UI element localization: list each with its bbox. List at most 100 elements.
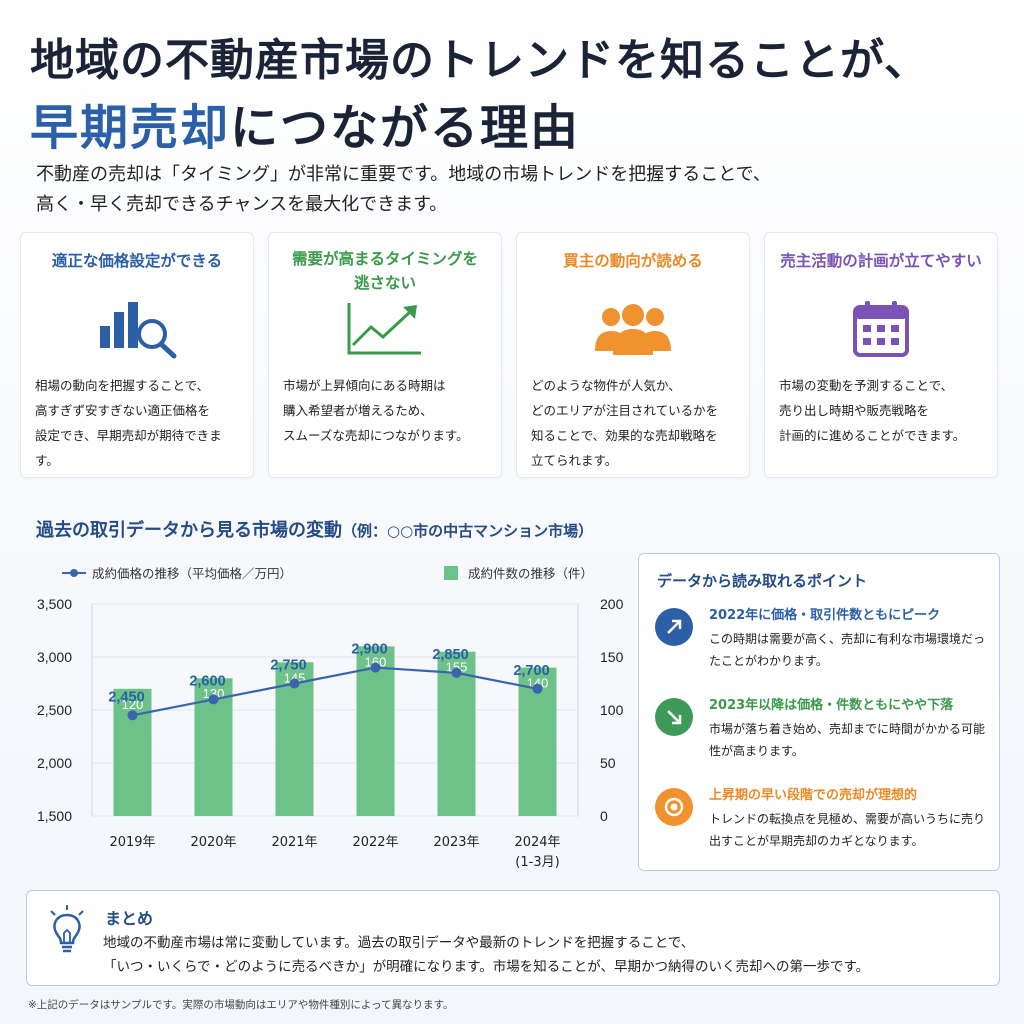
summary-line: 地域の不動産市場は常に変動しています。過去の取引データや最新のトレンドを把握する… xyxy=(103,935,695,951)
points-panel: データから読み取れるポイント 2022年に価格・取引件数ともにピーク この時期は… xyxy=(638,553,1000,871)
people-group-icon xyxy=(517,297,749,361)
card-body-line: 市場が上昇傾向にある時期は xyxy=(283,378,446,393)
card-body-line: スムーズな売却につながります。 xyxy=(283,428,469,443)
x-tick-label: 2019年 xyxy=(109,835,155,850)
card-title: 適正な価格設定ができる xyxy=(51,252,223,270)
card-title: 売主活動の計画が立てやすい xyxy=(780,252,982,270)
points-title: データから読み取れるポイント xyxy=(657,572,868,590)
card-buyer-trends: 買主の動向が読める どのような物件が人気か、 どのエリアが注目されているかを 知… xyxy=(516,232,750,478)
line-value-label: 2,850 xyxy=(432,647,468,663)
bar-value-label: 160 xyxy=(365,654,387,669)
card-body-line: どのエリアが注目されているかを xyxy=(531,403,719,418)
card-title: 買主の動向が読める xyxy=(563,252,703,270)
lightbulb-icon xyxy=(47,905,87,959)
legend-line: 成約価格の推移（平均価格／万円） xyxy=(62,563,292,582)
lead-line-1: 不動産の売却は「タイミング」が非常に重要です。地域の市場トレンドを把握することで… xyxy=(36,164,771,185)
y-right-tick-label: 150 xyxy=(600,649,624,665)
line-value-label: 2,900 xyxy=(351,642,387,658)
legend-bar-label: 成約件数の推移（件） xyxy=(468,566,594,581)
price-line xyxy=(132,666,538,717)
point-head: 2022年に価格・取引件数ともにピーク xyxy=(709,608,941,623)
card-title: 需要が高まるタイミングを 逃さない xyxy=(269,247,501,295)
x-tick-label: 2023年 xyxy=(433,835,479,850)
legend-line-swatch xyxy=(62,568,86,577)
card-body: 市場が上昇傾向にある時期は 購入希望者が増えるため、 スムーズな売却につながりま… xyxy=(283,373,493,448)
bar xyxy=(356,646,395,816)
card-body: どのような物件が人気か、 どのエリアが注目されているかを 知ることで、効果的な売… xyxy=(531,373,741,473)
summary-body: 地域の不動産市場は常に変動しています。過去の取引データや最新のトレンドを把握する… xyxy=(103,931,869,979)
line-value-label: 2,750 xyxy=(270,658,306,674)
legend-bar-swatch xyxy=(444,565,458,580)
x-tick-label: 2021年 xyxy=(271,835,317,850)
y-left-tick-label: 2,000 xyxy=(37,755,72,771)
card-body-line: 知ることで、効果的な売却戦略を xyxy=(531,428,718,443)
card-planning: 売主活動の計画が立てやすい 市場の変動を予測することで、 売り出し時期や販売戦略… xyxy=(764,232,998,478)
card-body: 相場の動向を把握することで、 高すぎず安すぎない適正価格を 設定でき、早期売却が… xyxy=(35,373,245,473)
section-title: 過去の取引データから見る市場の変動（例：○○市の中古マンション市場） xyxy=(36,516,593,542)
footnote: ※上記のデータはサンプルです。実際の市場動向はエリアや物件種別によって異なります… xyxy=(28,999,454,1011)
line-point xyxy=(127,710,138,721)
point-body: トレンドの転換点を見極め、需要が高いうちに売り出すことが早期売却のカギとなります… xyxy=(709,812,986,848)
y-left-tick-label: 1,500 xyxy=(37,808,72,824)
point-body: 市場が落ち着き始め、売却までに時間がかかる可能性が高まります。 xyxy=(709,722,986,758)
arrow-up-right-icon xyxy=(655,608,693,646)
lead-line-2: 高く・早く売却できるチャンスを最大化できます。 xyxy=(36,194,448,215)
line-value-label: 2,600 xyxy=(189,673,225,689)
lead-text: 不動産の売却は「タイミング」が非常に重要です。地域の市場トレンドを把握することで… xyxy=(36,160,771,220)
x-tick-label: 2020年 xyxy=(190,835,236,850)
section-subtitle: （例：○○市の中古マンション市場） xyxy=(342,522,594,540)
bar-value-label: 155 xyxy=(446,660,468,675)
card-body-line: どのような物件が人気か、 xyxy=(531,378,681,393)
bar xyxy=(437,651,476,816)
point-head: 2023年以降は価格・件数ともにやや下落 xyxy=(709,698,954,713)
y-right-tick-label: 100 xyxy=(600,702,624,718)
bar xyxy=(113,688,152,816)
line-point xyxy=(370,662,381,673)
card-body-line: 設定でき、早期売却が期待できます。 xyxy=(35,428,222,468)
y-right-tick-label: 200 xyxy=(600,596,624,612)
summary-title: まとめ xyxy=(105,909,154,928)
combo-chart: 1,500 0 2,000 50 2,500 100 3,000 150 3,500 200 120… xyxy=(37,596,624,870)
x-tick-note: (1-3月) xyxy=(515,855,559,870)
point-head: 上昇期の早い段階での売却が理想的 xyxy=(709,788,918,803)
card-timing: 需要が高まるタイミングを 逃さない 市場が上昇傾向にある時期は 購入希望者が増え… xyxy=(268,232,502,478)
card-body-line: 高すぎず安すぎない適正価格を xyxy=(35,403,211,418)
line-point xyxy=(451,667,462,678)
calendar-icon xyxy=(765,297,997,361)
line-value-label: 2,700 xyxy=(513,663,549,679)
line-point xyxy=(532,683,543,694)
title-accent: 早期売却 xyxy=(30,100,231,156)
bar-value-label: 120 xyxy=(122,697,144,712)
legend-bar: 成約件数の推移（件） xyxy=(444,563,593,582)
summary-line: 「いつ・いくらで・どのように売るべきか」が明確になります。市場を知ることが、早期… xyxy=(103,959,870,975)
y-right-tick-label: 0 xyxy=(600,808,608,824)
trend-up-arrow-icon xyxy=(269,297,501,361)
card-body-line: 売り出し時期や販売戦略を xyxy=(779,403,930,418)
page-title-line2: 早期売却につながる理由 xyxy=(30,88,580,158)
card-pricing: 適正な価格設定ができる 相場の動向を把握することで、 高すぎず安すぎない適正価格… xyxy=(20,232,254,478)
card-body-line: 市場の変動を予測することで、 xyxy=(779,378,954,393)
arrow-down-right-icon xyxy=(655,698,693,736)
y-left-tick-label: 3,500 xyxy=(37,596,72,612)
card-title-line: 需要が高まるタイミングを xyxy=(291,250,478,268)
card-body-line: 購入希望者が増えるため、 xyxy=(283,403,433,418)
x-tick-label: 2024年 xyxy=(514,835,560,850)
card-title-line: 逃さない xyxy=(353,274,416,292)
y-left-tick-label: 3,000 xyxy=(37,649,72,665)
y-right-tick-label: 50 xyxy=(600,755,616,771)
point-body: この時期は需要が高く、売却に有利な市場環境だったことがわかります。 xyxy=(709,632,986,668)
card-body-line: 立てられます。 xyxy=(531,453,618,468)
line-value-label: 2,450 xyxy=(108,689,144,705)
bar-chart-magnifier-icon xyxy=(21,297,253,361)
line-point xyxy=(208,694,219,705)
line-point xyxy=(289,678,300,689)
card-body: 市場の変動を予測することで、 売り出し時期や販売戦略を 計画的に進めることができ… xyxy=(779,373,989,448)
legend-line-label: 成約価格の推移（平均価格／万円） xyxy=(92,566,293,581)
card-body-line: 相場の動向を把握することで、 xyxy=(35,378,210,393)
summary-box: まとめ 地域の不動産市場は常に変動しています。過去の取引データや最新のトレンドを… xyxy=(26,890,1000,986)
page-title-line1: 地域の不動産市場のトレンドを知ることが、 xyxy=(30,35,930,86)
x-tick-label: 2022年 xyxy=(352,835,398,850)
y-left-tick-label: 2,500 xyxy=(37,702,72,718)
title-rest: につながる理由 xyxy=(230,100,581,156)
target-icon xyxy=(655,788,693,826)
